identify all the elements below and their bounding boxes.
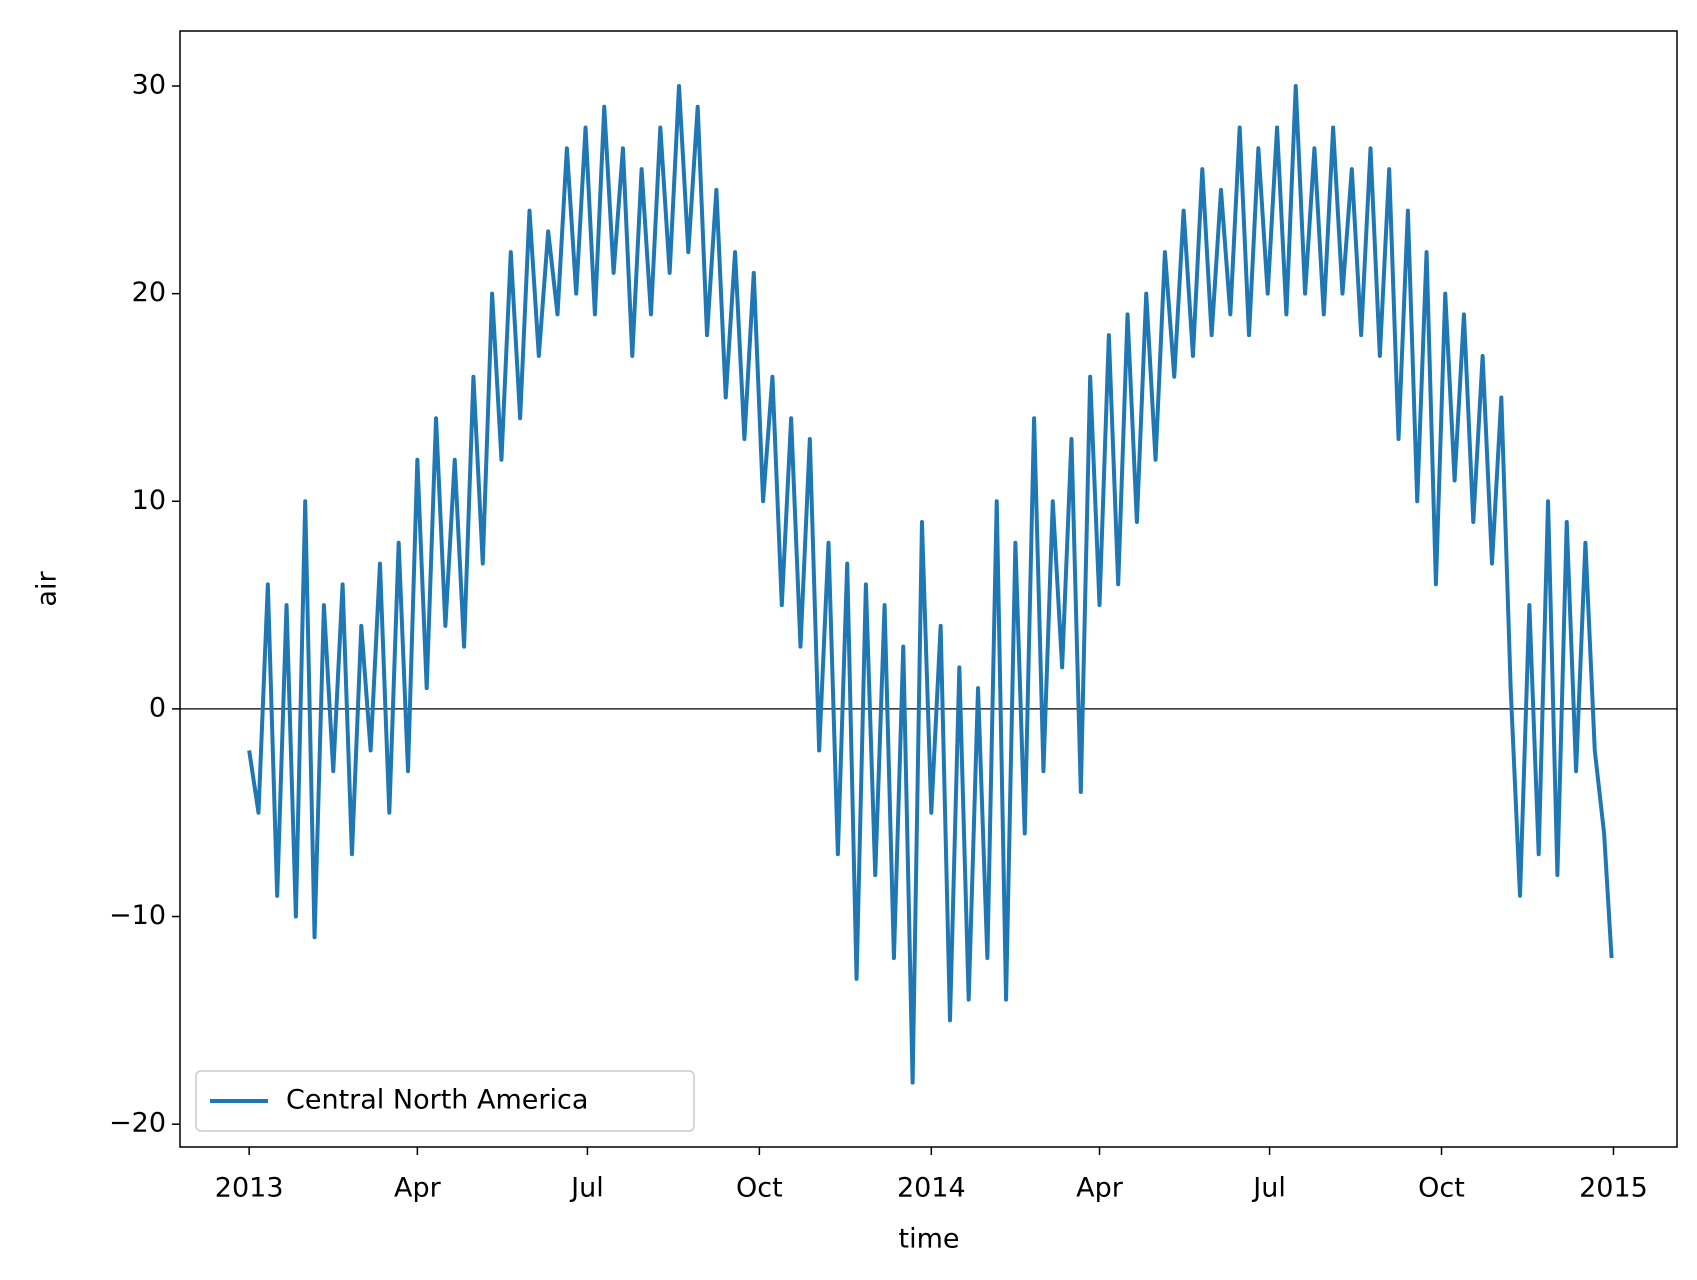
y-tick-label: 30 [132, 70, 166, 101]
y-tick-label: −20 [109, 1108, 166, 1139]
y-tick-label: 10 [132, 485, 166, 516]
x-tick-label: Apr [394, 1173, 442, 1204]
x-tick-label: Oct [1418, 1173, 1465, 1204]
x-tick-label: Jul [1251, 1173, 1286, 1204]
x-tick-label: Oct [736, 1173, 783, 1204]
x-tick-label: 2014 [897, 1173, 966, 1204]
legend-box [195, 1070, 695, 1132]
y-tick-label: 20 [132, 277, 166, 308]
x-axis-label: time [898, 1224, 959, 1255]
x-tick-label: 2013 [215, 1173, 284, 1204]
x-tick-label: Jul [569, 1173, 604, 1204]
x-tick-label: 2015 [1579, 1173, 1648, 1204]
legend-label: Central North America [286, 1085, 588, 1116]
series-line [247, 84, 1614, 1085]
y-axis-label: air [32, 571, 63, 607]
y-tick-label: 0 [149, 692, 166, 723]
x-tick-label: Apr [1076, 1173, 1124, 1204]
plot-frame [179, 30, 1678, 1148]
y-tick-label: −10 [109, 900, 166, 931]
legend: Central North America [195, 1070, 695, 1132]
